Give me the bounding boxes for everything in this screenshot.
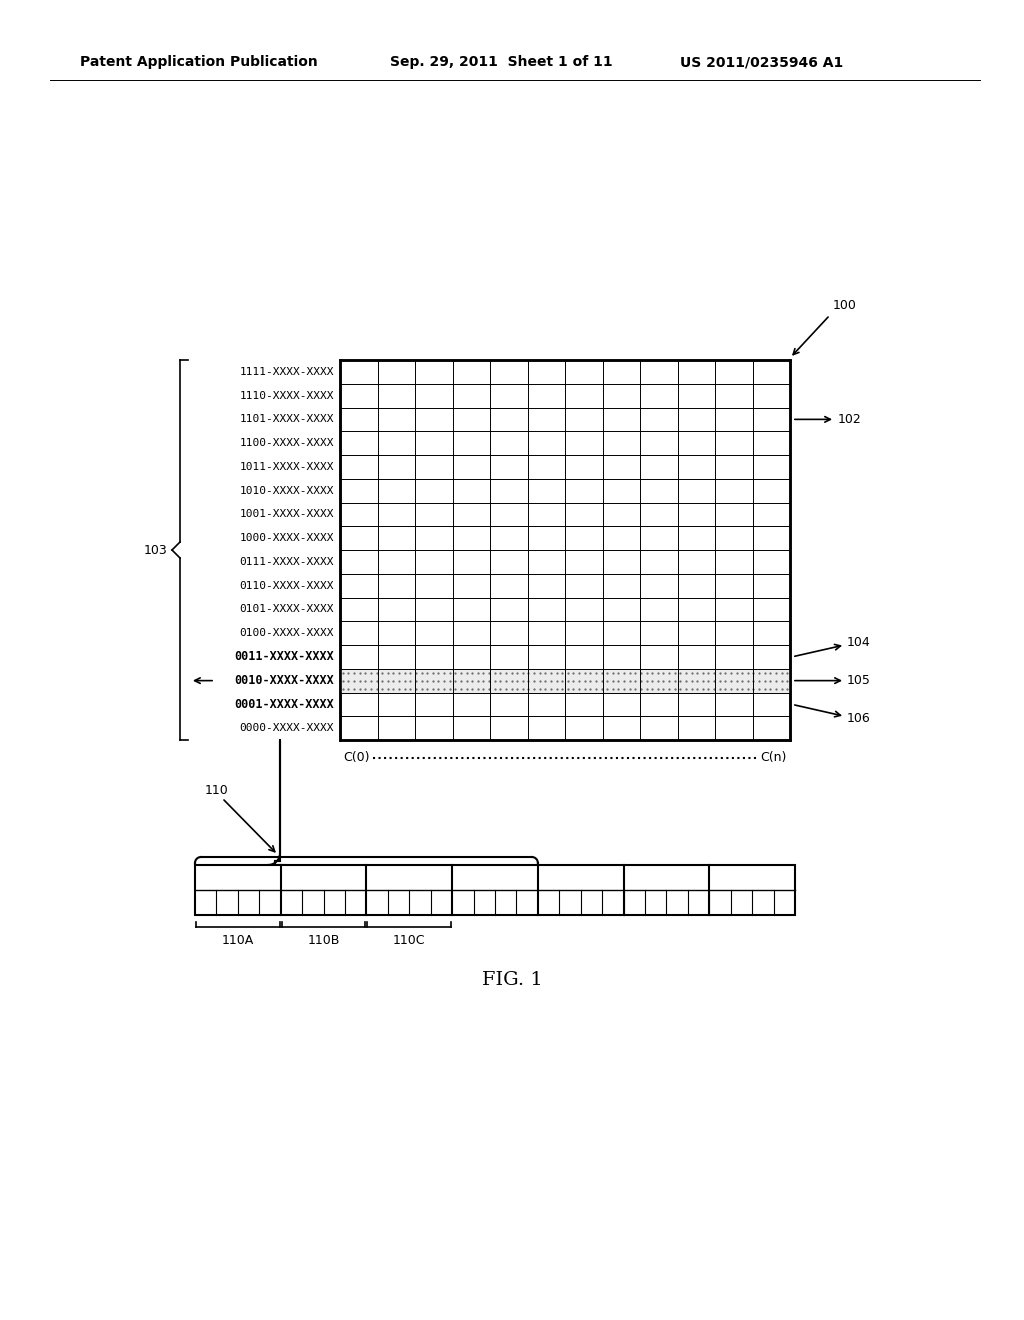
Text: 0001-XXXX-XXXX: 0001-XXXX-XXXX bbox=[234, 698, 334, 711]
Text: Sep. 29, 2011  Sheet 1 of 11: Sep. 29, 2011 Sheet 1 of 11 bbox=[390, 55, 612, 69]
Text: X: X bbox=[760, 898, 766, 908]
Text: 0010-XXXX-XXXX: 0010-XXXX-XXXX bbox=[234, 675, 334, 688]
Text: X: X bbox=[546, 898, 552, 908]
Text: X: X bbox=[589, 898, 595, 908]
Text: 1110-XXXX-XXXX: 1110-XXXX-XXXX bbox=[240, 391, 334, 401]
Text: 0: 0 bbox=[224, 898, 230, 908]
Text: X: X bbox=[567, 898, 573, 908]
Text: X: X bbox=[717, 898, 723, 908]
Text: X: X bbox=[781, 898, 787, 908]
Text: 1000-XXXX-XXXX: 1000-XXXX-XXXX bbox=[240, 533, 334, 543]
Text: X: X bbox=[695, 898, 701, 908]
Text: C(n): C(n) bbox=[761, 751, 787, 764]
Text: 0101-XXXX-XXXX: 0101-XXXX-XXXX bbox=[240, 605, 334, 614]
Text: 105: 105 bbox=[847, 675, 870, 688]
Text: X: X bbox=[331, 898, 338, 908]
Text: 0011-XXXX-XXXX: 0011-XXXX-XXXX bbox=[234, 651, 334, 664]
Text: 1011-XXXX-XXXX: 1011-XXXX-XXXX bbox=[240, 462, 334, 471]
Text: Pₙ·····Pₒ: Pₙ·····Pₒ bbox=[646, 873, 686, 883]
Text: 1010-XXXX-XXXX: 1010-XXXX-XXXX bbox=[240, 486, 334, 495]
Text: X: X bbox=[631, 898, 637, 908]
Text: 106: 106 bbox=[847, 711, 870, 725]
Text: X: X bbox=[674, 898, 680, 908]
Text: X: X bbox=[652, 898, 658, 908]
Text: 1100-XXXX-XXXX: 1100-XXXX-XXXX bbox=[240, 438, 334, 447]
Text: 0111-XXXX-XXXX: 0111-XXXX-XXXX bbox=[240, 557, 334, 566]
Text: 110: 110 bbox=[205, 784, 228, 796]
Text: X: X bbox=[524, 898, 530, 908]
Bar bbox=[340, 360, 790, 741]
Text: 1111-XXXX-XXXX: 1111-XXXX-XXXX bbox=[240, 367, 334, 378]
Text: X: X bbox=[395, 898, 401, 908]
Text: 0000-XXXX-XXXX: 0000-XXXX-XXXX bbox=[240, 723, 334, 733]
Text: X: X bbox=[309, 898, 316, 908]
Text: 0100-XXXX-XXXX: 0100-XXXX-XXXX bbox=[240, 628, 334, 638]
Text: X: X bbox=[460, 898, 466, 908]
Text: C(0): C(0) bbox=[343, 751, 370, 764]
Text: Patent Application Publication: Patent Application Publication bbox=[80, 55, 317, 69]
Text: 1001-XXXX-XXXX: 1001-XXXX-XXXX bbox=[240, 510, 334, 519]
Text: 102: 102 bbox=[838, 413, 862, 426]
Text: 104: 104 bbox=[847, 636, 870, 649]
Text: X: X bbox=[481, 898, 487, 908]
Bar bbox=[195, 865, 795, 915]
Text: 110B: 110B bbox=[307, 935, 340, 948]
Text: FIG. 1: FIG. 1 bbox=[481, 972, 543, 989]
Text: US 2011/0235946 A1: US 2011/0235946 A1 bbox=[680, 55, 843, 69]
Text: Sₕ·····Sₗ: Sₕ·····Sₗ bbox=[390, 873, 428, 883]
Text: 0110-XXXX-XXXX: 0110-XXXX-XXXX bbox=[240, 581, 334, 590]
Text: 100: 100 bbox=[833, 300, 857, 312]
Text: 110A: 110A bbox=[222, 935, 254, 948]
Text: X: X bbox=[609, 898, 616, 908]
Text: X: X bbox=[352, 898, 358, 908]
Text: X: X bbox=[289, 898, 295, 908]
Text: 1: 1 bbox=[246, 898, 252, 908]
Text: Pₕ·····Pₗ: Pₕ·····Pₗ bbox=[219, 873, 257, 883]
Text: Cₕ·····Cₗ: Cₕ·····Cₗ bbox=[475, 873, 515, 883]
Text: 0: 0 bbox=[203, 898, 209, 908]
Text: 103: 103 bbox=[143, 544, 167, 557]
Bar bbox=[340, 669, 790, 693]
Text: 1101-XXXX-XXXX: 1101-XXXX-XXXX bbox=[240, 414, 334, 424]
Text: X: X bbox=[438, 898, 444, 908]
Text: X: X bbox=[374, 898, 380, 908]
Text: X: X bbox=[417, 898, 423, 908]
Text: Rₕ·····Rₗ: Rₕ·····Rₗ bbox=[304, 873, 343, 883]
Text: X: X bbox=[503, 898, 509, 908]
Text: 110C: 110C bbox=[393, 935, 426, 948]
Text: X: X bbox=[738, 898, 744, 908]
Text: 0: 0 bbox=[267, 898, 273, 908]
